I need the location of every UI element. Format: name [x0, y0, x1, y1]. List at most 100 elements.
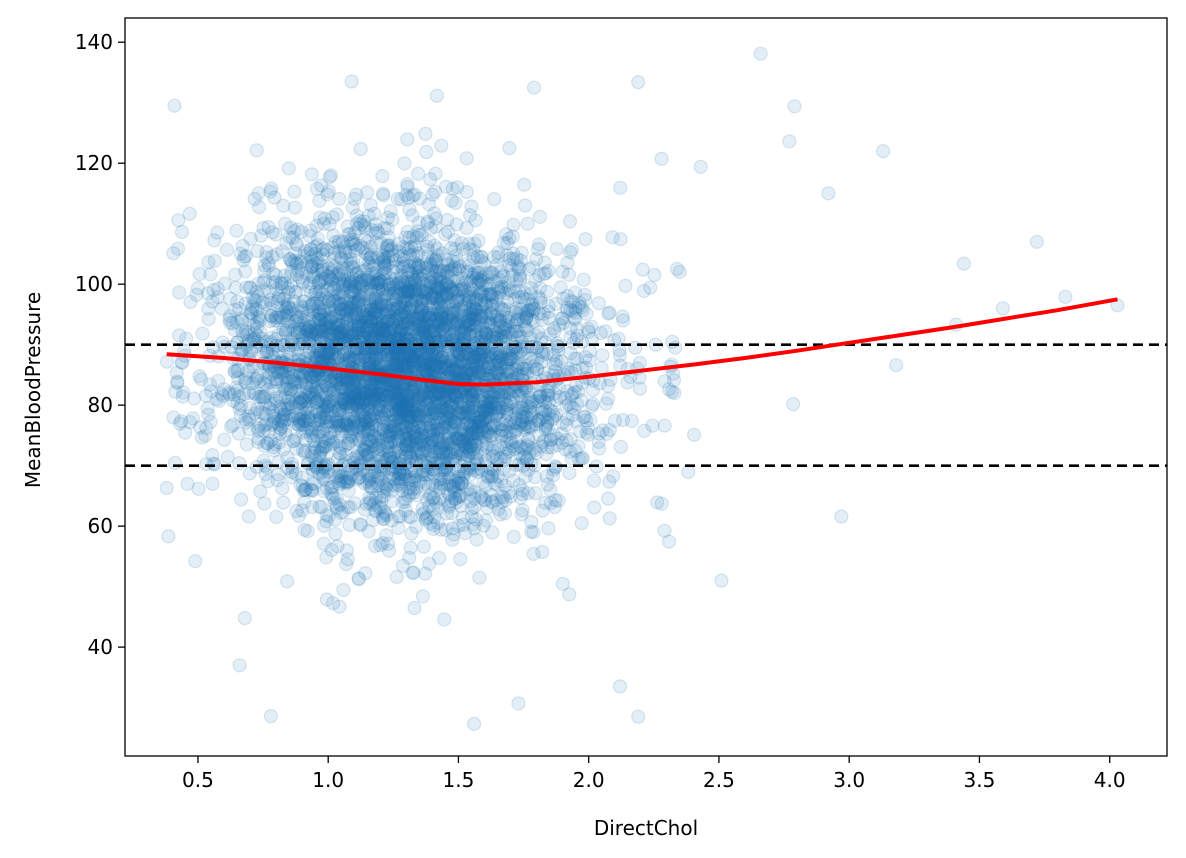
scatter-point — [465, 396, 480, 411]
scatter-point — [428, 254, 443, 269]
scatter-point — [274, 371, 289, 387]
scatter-point — [418, 316, 433, 331]
scatter-point — [672, 264, 687, 279]
scatter-point — [234, 492, 249, 507]
scatter-point — [274, 402, 289, 418]
scatter-point — [364, 275, 379, 290]
scatter-point — [405, 296, 420, 311]
scatter-point — [398, 345, 414, 360]
scatter-point — [384, 385, 399, 400]
scatter-point — [428, 348, 443, 363]
scatter-point — [373, 321, 388, 336]
scatter-point — [194, 372, 209, 387]
scatter-point — [397, 353, 412, 368]
scatter-point — [383, 243, 398, 258]
scatter-point — [192, 369, 207, 384]
scatter-point — [198, 428, 213, 443]
scatter-point — [593, 326, 608, 341]
scatter-point — [466, 517, 481, 532]
scatter-point — [261, 370, 276, 385]
scatter-point — [693, 159, 708, 174]
scatter-point — [319, 550, 334, 565]
scatter-point — [418, 512, 433, 527]
scatter-point — [453, 488, 468, 503]
scatter-point — [371, 251, 386, 266]
y-tick-label: 80 — [88, 393, 113, 417]
scatter-point — [379, 313, 394, 328]
scatter-point — [312, 446, 327, 461]
scatter-point — [548, 493, 563, 508]
scatter-point — [304, 422, 320, 437]
scatter-point — [347, 317, 362, 333]
scatter-point — [460, 482, 475, 497]
scatter-point — [397, 294, 412, 309]
scatter-point — [428, 495, 444, 510]
scatter-point — [508, 423, 523, 438]
scatter-point — [309, 428, 324, 443]
scatter-point — [382, 286, 397, 301]
scatter-point — [477, 349, 492, 364]
scatter-point — [281, 308, 296, 323]
scatter-point — [504, 350, 519, 366]
scatter-point — [363, 350, 378, 365]
scatter-point — [274, 276, 289, 291]
scatter-point — [423, 384, 438, 399]
scatter-point — [426, 521, 441, 537]
scatter-point — [419, 286, 434, 301]
scatter-point — [509, 273, 524, 288]
scatter-point — [478, 410, 493, 425]
scatter-point — [346, 296, 361, 311]
scatter-point — [282, 252, 298, 267]
scatter-point — [405, 310, 420, 325]
scatter-point — [511, 290, 527, 305]
scatter-point — [232, 658, 247, 673]
scatter-point — [615, 309, 630, 324]
scatter-point — [524, 410, 539, 425]
scatter-point — [441, 339, 456, 354]
scatter-point — [491, 284, 506, 299]
scatter-point — [300, 400, 315, 415]
scatter-point — [587, 500, 602, 515]
scatter-point — [343, 276, 358, 291]
scatter-point — [357, 372, 372, 387]
scatter-point — [372, 274, 387, 289]
scatter-point — [437, 612, 452, 627]
scatter-point — [205, 448, 220, 463]
scatter-point — [397, 359, 413, 374]
scatter-point — [399, 293, 414, 308]
scatter-point — [410, 289, 425, 304]
scatter-point — [484, 429, 499, 444]
scatter-point — [336, 582, 351, 598]
scatter-point — [602, 474, 617, 489]
scatter-point — [411, 311, 426, 326]
scatter-point — [469, 303, 484, 318]
scatter-point — [494, 422, 509, 438]
scatter-point — [373, 471, 388, 486]
scatter-point — [508, 424, 523, 439]
scatter-point — [333, 446, 348, 461]
scatter-point — [381, 398, 397, 413]
scatter-point — [380, 482, 395, 497]
scatter-point — [517, 177, 532, 192]
scatter-point — [391, 509, 406, 524]
scatter-point — [484, 287, 499, 302]
scatter-point — [459, 275, 474, 290]
scatter-point — [412, 191, 427, 206]
scatter-point — [753, 46, 768, 61]
scatter-point — [469, 532, 484, 547]
scatter-point — [564, 451, 579, 466]
scatter-point — [486, 449, 501, 464]
x-tick-label: 4.0 — [1094, 768, 1126, 792]
scatter-point — [463, 208, 478, 223]
scatter-point — [373, 403, 388, 418]
scatter-point — [452, 346, 467, 361]
scatter-point — [562, 587, 577, 602]
scatter-point — [369, 350, 384, 365]
scatter-point — [425, 252, 440, 267]
scatter-point — [362, 413, 377, 429]
scatter-point — [407, 403, 422, 418]
scatter-point — [532, 306, 547, 321]
scatter-point — [409, 408, 425, 423]
scatter-point — [457, 356, 472, 371]
scatter-point — [230, 363, 245, 378]
